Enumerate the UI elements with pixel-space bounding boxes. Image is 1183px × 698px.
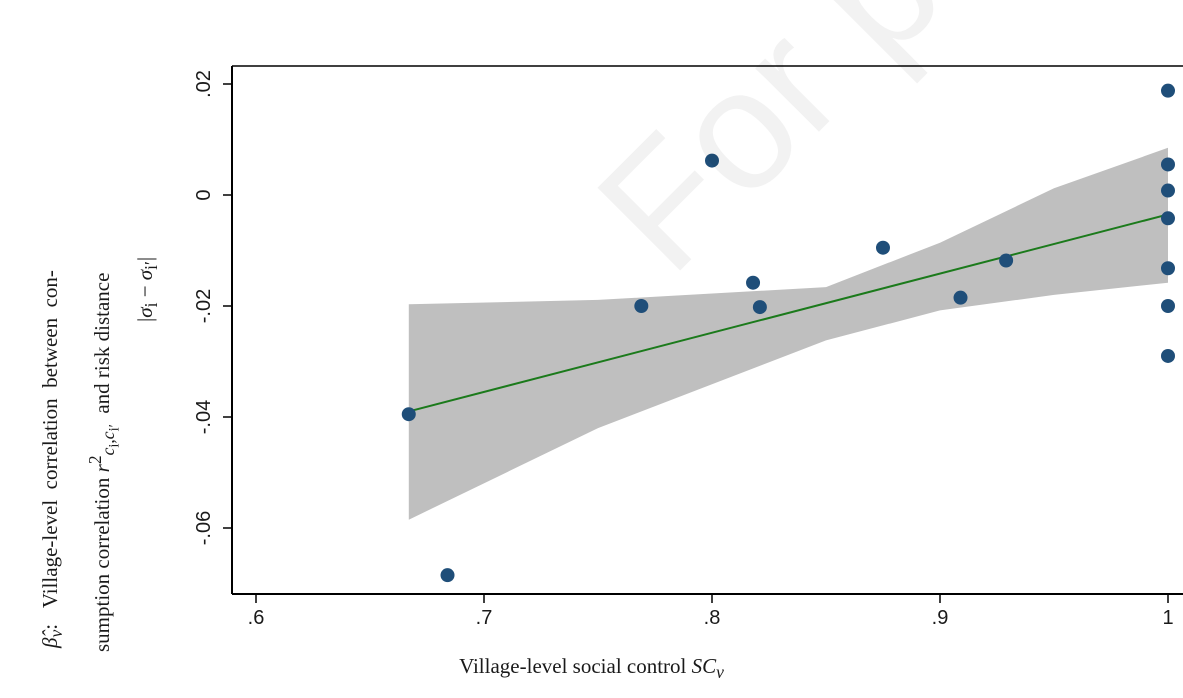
data-point-14 <box>1161 261 1175 276</box>
confidence-band <box>408 147 1168 520</box>
y-tick-label-4: 0 <box>193 189 215 200</box>
x-axis-title: Village-level social control SCv <box>459 654 724 683</box>
data-point-11 <box>1161 157 1175 172</box>
data-point-10 <box>1161 83 1175 98</box>
fit-line <box>408 213 1169 413</box>
data-point-9 <box>999 253 1014 268</box>
x-tick-label-5: 1 <box>1162 607 1173 629</box>
data-point-8 <box>953 290 968 305</box>
data-point-13 <box>1161 211 1175 226</box>
y-axis-title-line-1: β̂v: Village-level correlation between c… <box>38 270 67 648</box>
data-point-12 <box>1161 183 1175 198</box>
y-tick-label-2: -.04 <box>193 400 215 434</box>
x-tick-label-2: .7 <box>476 607 493 629</box>
x-tick-label-4: .9 <box>932 607 949 629</box>
data-point-2 <box>440 568 455 583</box>
data-point-1 <box>401 407 416 422</box>
data-point-7 <box>876 240 890 255</box>
data-point-4 <box>705 153 719 168</box>
data-point-15 <box>1161 299 1175 313</box>
y-axis-title-line-3: |σi − σi′| <box>133 256 162 322</box>
x-tick-label-3: .8 <box>704 607 721 629</box>
y-axis-title-line-2: sumption correlation r2ci,ci′ and risk d… <box>85 272 123 652</box>
data-point-3 <box>634 299 649 313</box>
x-tick-label-1: .6 <box>248 607 265 629</box>
y-tick-label-3: -.02 <box>193 289 215 323</box>
y-tick-label-5: .02 <box>193 70 215 98</box>
data-point-5 <box>746 275 761 290</box>
data-point-16 <box>1161 348 1175 363</box>
y-tick-label-1: -.06 <box>193 511 215 545</box>
data-point-6 <box>752 300 767 315</box>
